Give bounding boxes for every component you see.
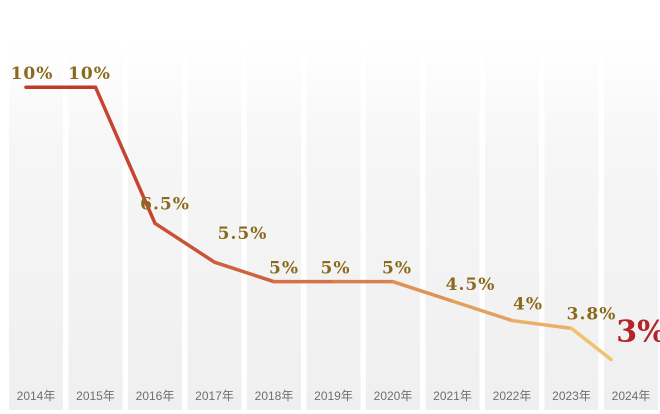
series-line-segment <box>93 85 157 226</box>
series-line-segment <box>569 326 613 362</box>
data-point <box>273 280 276 283</box>
data-label: 5.5% <box>218 224 268 244</box>
x-tick-label: 2020年 <box>374 389 413 403</box>
data-label: 3.8% <box>567 304 617 324</box>
x-tick-label: 2022年 <box>493 389 532 403</box>
column-band <box>544 40 599 410</box>
column-band <box>604 40 658 410</box>
data-point <box>451 300 454 303</box>
series-line-segment <box>153 221 217 264</box>
data-point <box>332 280 335 283</box>
column-band <box>425 40 480 410</box>
data-point <box>94 86 97 89</box>
x-tick-label: 2018年 <box>255 389 294 403</box>
column-band <box>68 40 123 410</box>
x-tick-label: 2016年 <box>136 389 175 403</box>
x-tick-label: 2014年 <box>17 389 56 403</box>
series-line-segment <box>391 279 455 303</box>
data-label: 10% <box>11 64 54 84</box>
data-point <box>213 261 216 264</box>
column-band <box>187 40 242 410</box>
x-tick-label: 2023年 <box>552 389 591 403</box>
series-line-segment <box>212 260 276 284</box>
highlight-value-label: 3% <box>616 314 660 349</box>
data-label: 5% <box>321 259 351 279</box>
data-label: 6.5% <box>140 194 190 214</box>
x-tick-label: 2017年 <box>195 389 234 403</box>
column-band <box>306 40 361 410</box>
data-label: 10% <box>68 64 111 84</box>
column-band <box>366 40 420 410</box>
data-point <box>25 86 28 89</box>
data-label: 4.5% <box>446 275 496 295</box>
data-point <box>511 319 514 322</box>
column-band <box>247 40 301 410</box>
column-band <box>9 40 63 410</box>
data-label: 5% <box>382 259 412 279</box>
data-point <box>154 222 157 225</box>
data-label: 5% <box>269 259 299 279</box>
series-line-segment <box>450 299 514 323</box>
data-point <box>570 327 573 330</box>
x-tick-label: 2019年 <box>314 389 353 403</box>
data-point <box>610 358 613 361</box>
series-line-segment <box>510 318 574 331</box>
x-tick-label: 2024年 <box>612 389 651 403</box>
data-point <box>392 280 395 283</box>
x-tick-label: 2015年 <box>76 389 115 403</box>
data-label: 4% <box>513 295 543 315</box>
column-band <box>485 40 539 410</box>
x-tick-label: 2021年 <box>433 389 472 403</box>
